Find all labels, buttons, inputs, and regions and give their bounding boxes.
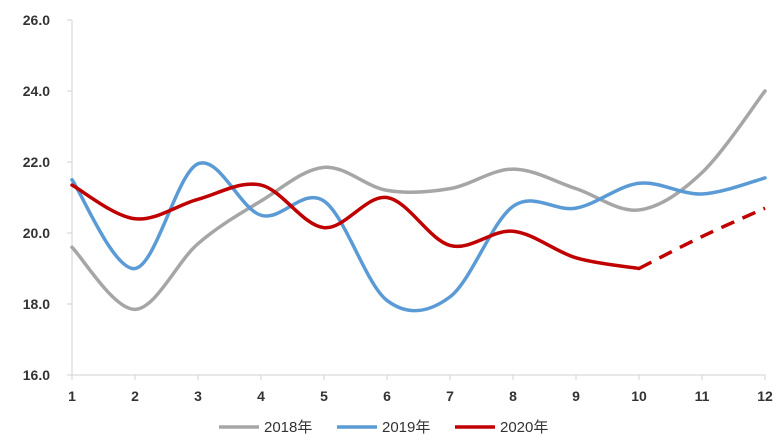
series-2019-line	[70, 161, 767, 313]
y-tick-label: 24.0	[23, 83, 50, 99]
y-tick-label: 16.0	[23, 367, 50, 383]
x-tick-label: 9	[572, 388, 580, 404]
legend-item: 2020年	[455, 419, 548, 436]
series-2018-line	[70, 89, 767, 312]
series-2020-line-dashed	[638, 206, 766, 271]
legend-item: 2019年	[337, 419, 430, 436]
x-tick-label: 6	[383, 388, 391, 404]
legend-item: 2018年	[219, 419, 312, 436]
axes: 16.018.020.022.024.026.01 2 3 4 5 6 7 8 9 10 11 12	[23, 12, 773, 404]
x-tick-label: 4	[257, 388, 265, 404]
x-tick-label: 12	[757, 388, 773, 404]
legend-label: 2019年	[382, 419, 430, 436]
y-tick-label: 20.0	[23, 225, 50, 241]
series-2020-line-solid	[70, 182, 641, 271]
y-tick-label: 18.0	[23, 296, 50, 312]
x-tick-label: 10	[631, 388, 647, 404]
x-tick-label: 1	[68, 388, 76, 404]
legend: 2018年 2019年 2020年	[219, 419, 548, 436]
x-tick-label: 5	[320, 388, 328, 404]
x-tick-label: 2	[131, 388, 139, 404]
x-tick-label: 8	[509, 388, 517, 404]
x-tick-label: 3	[194, 388, 202, 404]
x-tick-label: 7	[446, 388, 454, 404]
x-tick-label: 11	[695, 388, 710, 404]
series-lines	[70, 89, 767, 313]
legend-label: 2018年	[264, 419, 312, 436]
y-tick-label: 26.0	[23, 12, 50, 28]
y-tick-label: 22.0	[23, 154, 50, 170]
legend-label: 2020年	[500, 419, 548, 436]
